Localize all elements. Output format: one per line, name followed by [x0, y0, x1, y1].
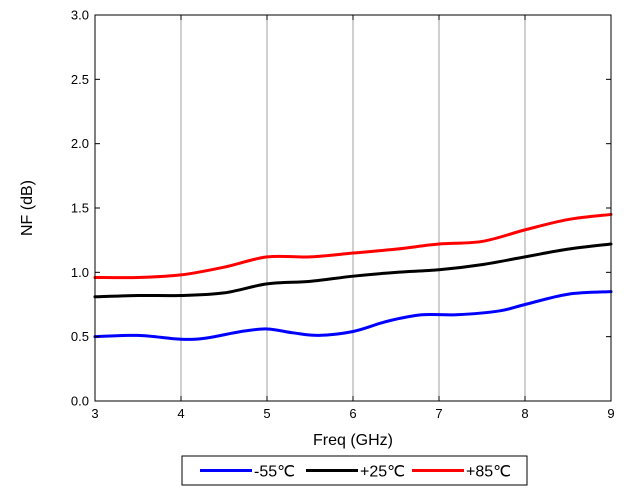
y-axis-title: NF (dB): [19, 180, 36, 236]
legend: -55℃ +25℃ +85℃: [181, 455, 528, 486]
y-tick-label: 1.0: [71, 265, 89, 280]
x-tick-label: 9: [607, 406, 614, 421]
y-tick-label: 2.0: [71, 136, 89, 151]
x-axis-title: Freq (GHz): [313, 432, 393, 449]
y-tick-label: 1.5: [71, 201, 89, 216]
series-line-2: [93, 242, 613, 299]
axis-ticks: 3 4 5 6 7 8 9 0.0 0.5 1.0 1.5 2.0 2.5 3.0: [71, 8, 615, 422]
series-lines: [93, 212, 613, 341]
x-tick-label: 4: [177, 406, 184, 421]
series-line-3: [93, 212, 613, 280]
y-tick-label: 0.0: [71, 394, 89, 409]
legend-label-2: +25℃: [360, 464, 405, 481]
y-tick-label: 3.0: [71, 8, 89, 23]
x-tick-label: 7: [435, 406, 442, 421]
gridlines: [180, 15, 526, 401]
x-tick-label: 8: [521, 406, 528, 421]
legend-label-1: -55℃: [254, 464, 295, 481]
x-tick-label: 3: [91, 406, 98, 421]
y-tick-label: 2.5: [71, 72, 89, 87]
x-tick-label: 6: [349, 406, 356, 421]
series-line-1: [93, 290, 613, 341]
x-tick-label: 5: [263, 406, 270, 421]
y-tick-label: 0.5: [71, 329, 89, 344]
legend-label-3: +85℃: [466, 464, 511, 481]
